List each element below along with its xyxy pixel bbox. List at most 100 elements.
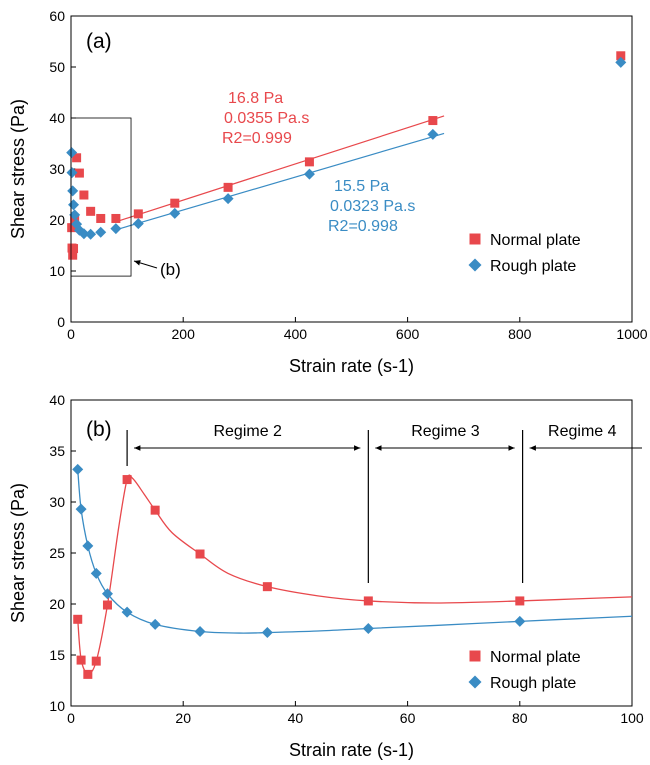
- chart-b-x-tick-label: 40: [288, 710, 304, 726]
- chart-b-point-rough: [149, 618, 161, 630]
- chart-a-panel-label: (a): [86, 30, 112, 53]
- chart-b-point-rough: [82, 540, 94, 552]
- chart-a: 0 200 400 600 800 1000 0 10 20 30 40 50 60 (b) (a) 1…: [8, 8, 648, 376]
- chart-a-y-tick-label: 50: [49, 59, 65, 75]
- chart-b-panel-label: (b): [86, 418, 112, 441]
- chart-b-point-normal: [83, 669, 93, 679]
- fit-rough-intercept: 15.5 Pa: [334, 178, 389, 195]
- chart-a-x-tick-label: 200: [172, 326, 196, 342]
- chart-a-point-normal: [67, 223, 77, 233]
- chart-a-y-axis-label: Shear stress (Pa): [8, 99, 28, 239]
- chart-b-point-normal: [150, 505, 160, 515]
- chart-b-point-normal: [515, 596, 525, 606]
- chart-a-y-tick-label: 10: [49, 263, 65, 279]
- chart-a-fit-annotation-normal: 16.8 Pa 0.0355 Pa.s R2=0.999: [222, 90, 309, 147]
- chart-b-regimes: Regime 2 Regime 3 Regime 4: [126, 423, 642, 583]
- chart-a-x-tick-label: 0: [67, 326, 75, 342]
- fit-line-rough: [115, 132, 445, 231]
- chart-b-y-tick-label: 35: [49, 443, 65, 459]
- legend-marker-normal: [469, 650, 481, 662]
- chart-a-inset-arrow: [133, 260, 158, 269]
- chart-b-point-rough: [75, 503, 87, 515]
- legend-marker-rough: [468, 675, 482, 689]
- chart-b-point-rough: [90, 567, 102, 579]
- chart-a-inset-label: (b): [160, 260, 181, 279]
- fit-normal-intercept: 16.8 Pa: [228, 90, 283, 107]
- chart-a-plot-frame: [70, 15, 633, 323]
- legend-label-rough: Rough plate: [490, 258, 576, 275]
- chart-a-point-rough: [85, 228, 97, 240]
- chart-a-x-tick-label: 600: [396, 326, 420, 342]
- chart-a-point-rough: [615, 56, 627, 68]
- chart-b-y-tick-label: 10: [49, 698, 65, 714]
- regime-label: Regime 3: [411, 423, 480, 440]
- chart-b-x-axis-label: Strain rate (s-1): [289, 740, 414, 760]
- chart-b-point-normal: [122, 475, 132, 485]
- chart-a-point-normal: [111, 213, 121, 223]
- chart-a-point-rough: [66, 147, 78, 159]
- chart-b-point-rough: [261, 627, 273, 639]
- chart-b-point-rough: [72, 463, 84, 475]
- chart-a-y-tick-label: 20: [49, 212, 65, 228]
- chart-a-point-rough: [303, 168, 315, 180]
- chart-b-x-tick-label: 0: [67, 710, 75, 726]
- chart-a-point-rough: [68, 199, 80, 211]
- regime-label: Regime 4: [548, 423, 617, 440]
- chart-a-point-normal: [74, 168, 84, 178]
- curve-normal: [77, 474, 633, 675]
- chart-a-point-rough: [169, 207, 181, 219]
- chart-b-point-normal: [195, 549, 205, 559]
- chart-b-point-rough: [362, 622, 374, 634]
- chart-a-legend: Normal plate Rough plate: [468, 232, 581, 275]
- chart-a-x-tick-label: 1000: [616, 326, 647, 342]
- chart-b-x-tick-label: 20: [175, 710, 191, 726]
- legend-marker-normal: [469, 233, 481, 245]
- curve-rough: [77, 469, 633, 634]
- chart-a-point-normal: [70, 216, 80, 226]
- chart-a-x-axis-label: Strain rate (s-1): [289, 356, 414, 376]
- legend-marker-rough: [468, 258, 482, 272]
- legend-label-normal: Normal plate: [490, 649, 581, 666]
- chart-a-point-normal: [428, 116, 438, 126]
- chart-b-point-rough: [514, 615, 526, 627]
- chart-a-point-normal: [86, 206, 96, 216]
- chart-b-point-normal: [102, 600, 112, 610]
- chart-a-point-normal: [79, 190, 89, 200]
- chart-b-point-rough: [194, 626, 206, 638]
- chart-b-x-tick-label: 100: [620, 710, 644, 726]
- chart-b-marks: [72, 463, 526, 679]
- chart-a-point-normal: [133, 209, 143, 219]
- chart-b-axes: 0 20 40 60 80 100 10 15 20 25 30 35 40: [49, 392, 643, 726]
- chart-b-point-normal: [91, 656, 101, 666]
- chart-a-y-tick-label: 30: [49, 161, 65, 177]
- chart-a-point-normal: [170, 198, 180, 208]
- chart-b-point-normal: [262, 582, 272, 592]
- chart-a-point-normal: [72, 153, 82, 163]
- chart-b-y-tick-label: 15: [49, 647, 65, 663]
- chart-a-y-tick-label: 0: [57, 314, 65, 330]
- fit-normal-r2: R2=0.999: [222, 130, 292, 147]
- chart-a-x-tick-label: 800: [508, 326, 532, 342]
- chart-b-point-rough: [121, 606, 133, 618]
- chart-a-point-rough: [78, 228, 90, 240]
- chart-a-point-rough: [427, 128, 439, 140]
- chart-a-point-rough: [132, 218, 144, 230]
- chart-a-y-tick-label: 40: [49, 110, 65, 126]
- chart-b-point-rough: [101, 588, 113, 600]
- chart-a-point-rough: [66, 167, 78, 179]
- chart-a-point-normal: [69, 244, 79, 254]
- fit-normal-slope: 0.0355 Pa.s: [224, 110, 309, 127]
- chart-b-point-normal: [73, 614, 83, 624]
- chart-b-legend: Normal plate Rough plate: [468, 649, 581, 692]
- chart-a-point-rough: [67, 185, 79, 197]
- chart-a-point-rough: [95, 226, 107, 238]
- chart-a-point-normal: [616, 51, 626, 61]
- chart-b-curves: [77, 469, 633, 675]
- chart-a-y-tick-label: 60: [49, 8, 65, 24]
- fit-rough-slope: 0.0323 Pa.s: [330, 198, 415, 215]
- chart-a-inset-box: [70, 117, 132, 277]
- chart-b-point-normal: [363, 596, 373, 606]
- fit-rough-r2: R2=0.998: [328, 218, 398, 235]
- chart-b-point-normal: [76, 655, 86, 665]
